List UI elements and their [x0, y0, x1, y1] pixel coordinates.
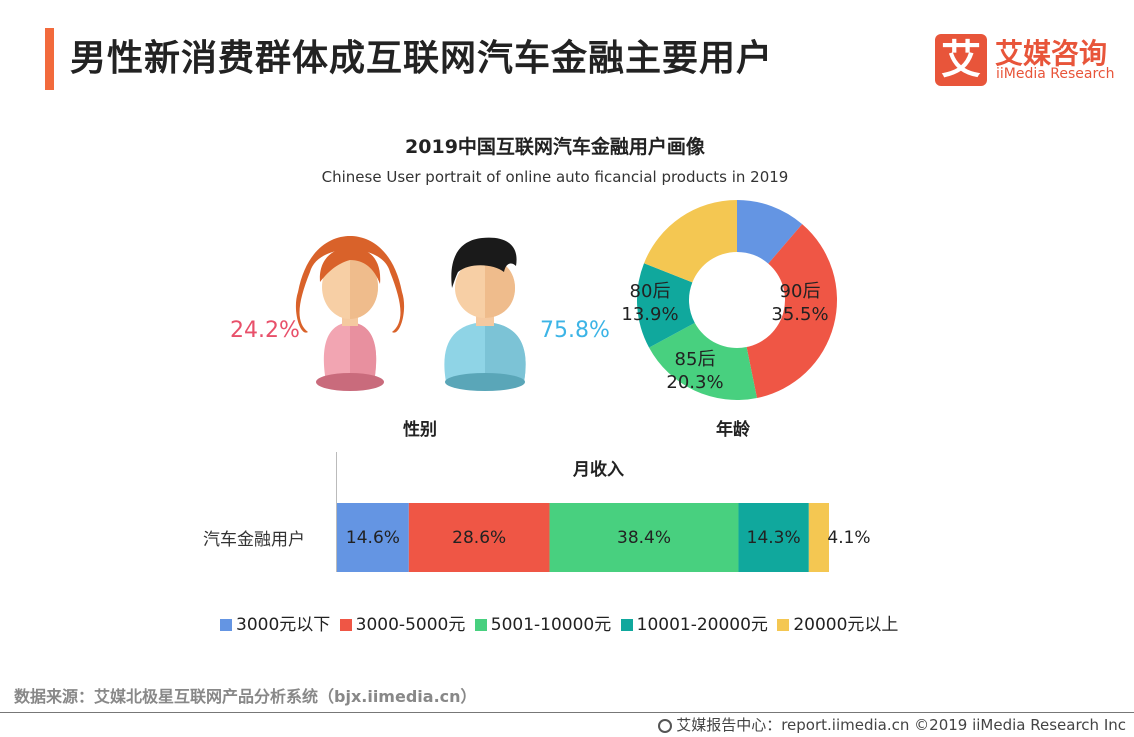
iimedia-logo: 艾 艾媒咨询 iiMedia Research [935, 30, 1115, 90]
data-source: 数据来源：艾媒北极星互联网产品分析系统（bjx.iimedia.cn） [14, 687, 477, 706]
donut-value-label-2: 20.3% [666, 372, 723, 393]
age-section-label: 年龄 [716, 420, 750, 440]
bar-category-label: 汽车金融用户 [203, 530, 305, 550]
bar-value-label-4: 4.1% [827, 528, 870, 548]
donut-slice-0 [737, 200, 803, 264]
title-accent-bar [45, 28, 54, 90]
donut-label-1: 90后 [780, 281, 821, 302]
income-stacked-bar: 14.6% 28.6% 38.4% 14.3% 4.1% [337, 503, 871, 572]
bar-value-label-1: 28.6% [452, 528, 506, 548]
female-percentage: 24.2% [230, 318, 300, 343]
donut-value-label-3: 13.9% [621, 304, 678, 325]
globe-icon [658, 719, 673, 733]
chart-title: 2019中国互联网汽车金融用户画像 [405, 136, 705, 158]
donut-label-2: 85后 [675, 349, 716, 370]
logo-chinese-name: 艾媒咨询 [995, 37, 1108, 70]
bar-segment-4 [808, 503, 829, 572]
logo-mark: 艾 [935, 34, 987, 86]
donut-slice-1 [746, 224, 837, 398]
donut-slice-2 [649, 322, 757, 400]
bar-segment-1 [408, 503, 550, 572]
legend-item-10001-20000: 10001-20000元 [620, 610, 768, 635]
bar-axis-line [336, 452, 337, 572]
donut-value-label-1: 35.5% [771, 304, 828, 325]
income-legend: 3000元以下 3000-5000元 5001-10000元 10001-200… [220, 610, 902, 635]
donut-slice-4 [644, 200, 737, 283]
gender-section-label: 性别 [403, 420, 437, 440]
bar-segment-3 [738, 503, 809, 572]
male-percentage: 75.8% [540, 318, 610, 343]
bar-value-label-2: 38.4% [617, 528, 671, 548]
legend-item-above-20000: 20000元以上 [777, 610, 898, 635]
logo-english-name: iiMedia Research [996, 66, 1115, 82]
bar-segment-2 [549, 503, 739, 572]
bar-segment-0 [337, 503, 409, 572]
page-title: 男性新消费群体成互联网汽车金融主要用户 [70, 38, 774, 79]
income-section-label: 月收入 [573, 460, 624, 480]
footer-divider [0, 712, 1134, 713]
donut-slice-3 [637, 263, 695, 348]
footer-copyright: 艾媒报告中心：report.iimedia.cn ©2019 iiMedia R… [658, 714, 1126, 735]
legend-item-below-3000: 3000元以下 [220, 610, 330, 635]
legend-item-3000-5000: 3000-5000元 [339, 610, 465, 635]
chart-subtitle: Chinese User portrait of online auto fic… [321, 168, 789, 186]
bar-value-label-3: 14.3% [747, 528, 801, 548]
male-user-icon [444, 237, 526, 391]
bar-value-label-0: 14.6% [346, 528, 400, 548]
donut-label-3: 80后 [630, 281, 671, 302]
legend-item-5001-10000: 5001-10000元 [474, 610, 611, 635]
female-user-icon [295, 236, 405, 391]
